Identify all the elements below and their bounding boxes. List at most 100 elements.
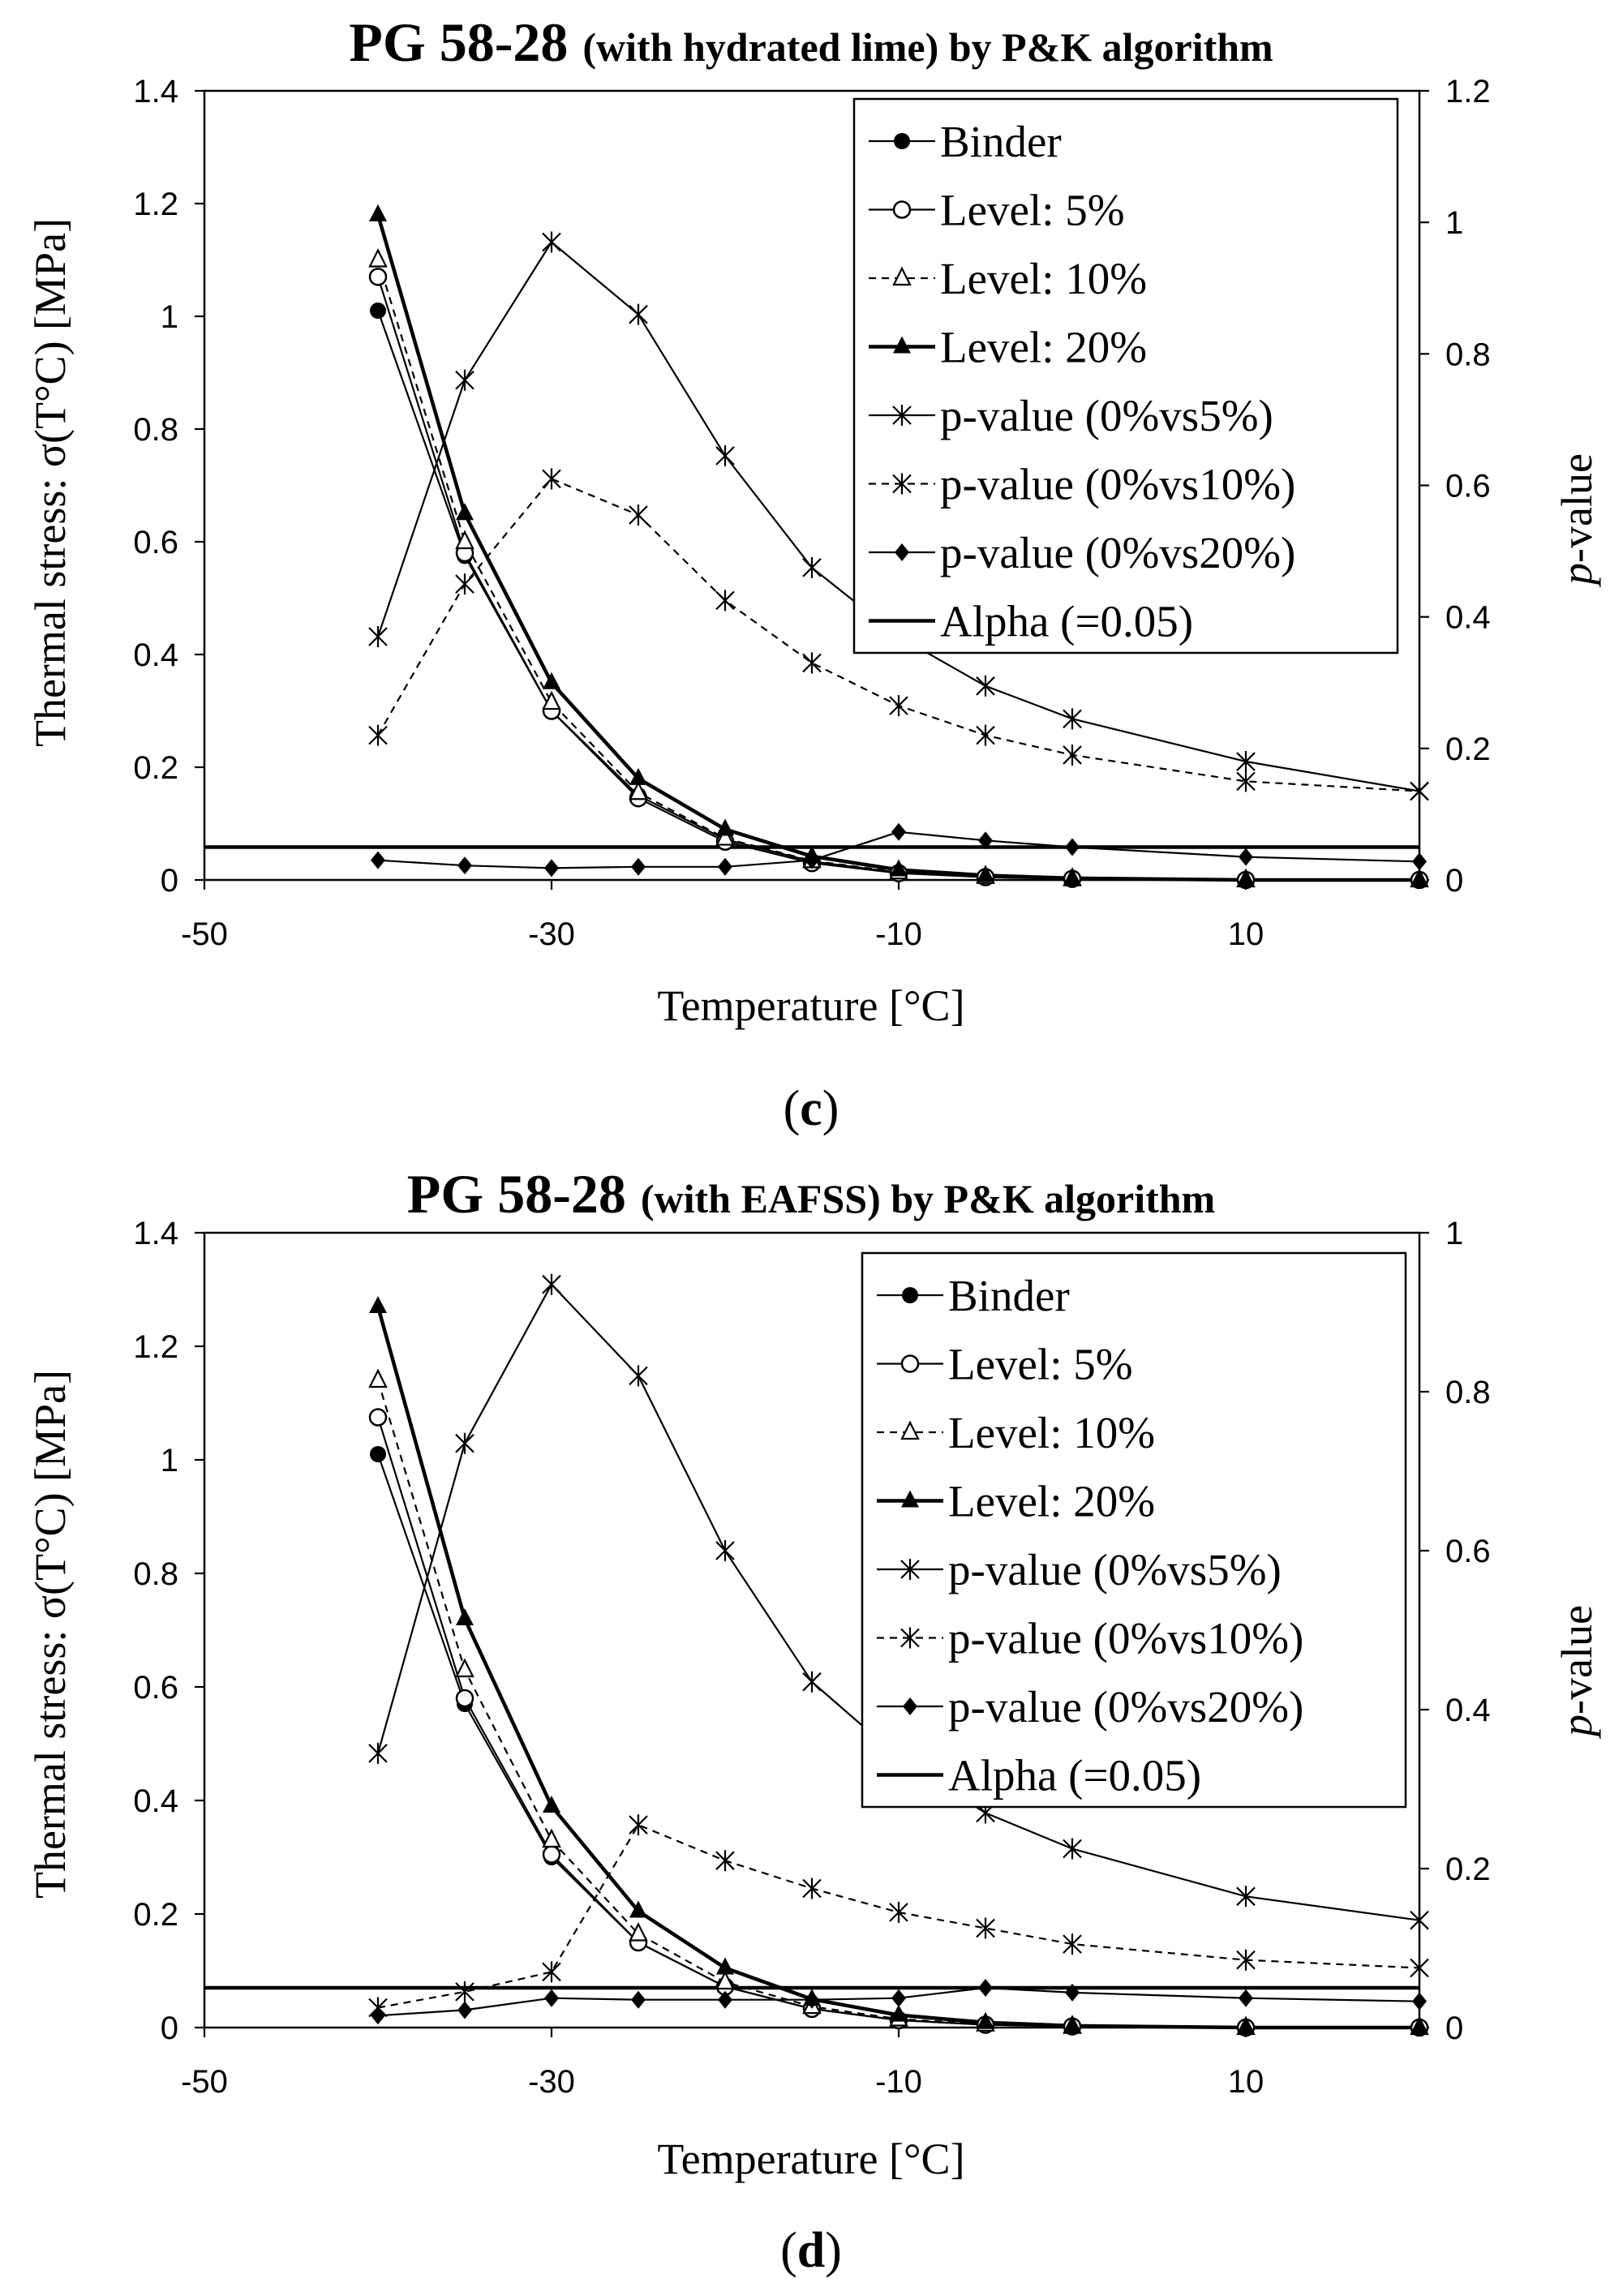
data-point-p-value-0-vs5 xyxy=(1410,1909,1429,1931)
x-tick-label: 10 xyxy=(1228,916,1264,952)
legend-label-p-value-0-vs10: p-value (0%vs10%) xyxy=(940,460,1295,509)
data-point-p-value-0-vs5 xyxy=(1063,708,1082,730)
data-point-p-value-0-vs5 xyxy=(802,556,822,578)
y2-tick-label: 0.8 xyxy=(1445,1375,1491,1410)
data-point-level-20 xyxy=(1237,2017,1255,2034)
data-point-p-value-0-vs10 xyxy=(802,652,822,674)
data-point-p-value-0-vs5 xyxy=(542,1273,561,1295)
legend-marker-level-20 xyxy=(893,336,911,354)
axes-frame xyxy=(195,89,1429,890)
chart-title-main: PG 58-28 xyxy=(407,1163,626,1225)
panel-label: (c) xyxy=(784,1081,839,1136)
legend-entries: Binder Level: 5% Level: 10% Level: 20% p-val… xyxy=(877,1271,1303,1800)
data-point-level-5 xyxy=(368,268,388,286)
y2-tick-label: 0.6 xyxy=(1445,469,1491,504)
data-point-p-value-0-vs5 xyxy=(715,1540,735,1561)
chart-title-sub: (with hydrated lime) by P&K algorithm xyxy=(582,24,1273,70)
data-point-level-20 xyxy=(456,503,474,521)
legend-label-level-5: Level: 5% xyxy=(940,186,1125,235)
data-point-p-value-0-vs5 xyxy=(629,303,648,325)
chart-title-main: PG 58-28 xyxy=(349,11,568,73)
legend-label-binder: Binder xyxy=(940,117,1062,166)
y2-axis-label-rest: -value xyxy=(1552,453,1601,563)
legend-label-alpha-0-05: Alpha (=0.05) xyxy=(940,597,1193,646)
legend-marker-p-value-0-vs20 xyxy=(895,543,909,561)
data-point-level-20 xyxy=(1063,867,1081,885)
data-point-p-value-0-vs5 xyxy=(1063,1838,1082,1860)
legend-marker-p-value-0-vs10 xyxy=(900,1627,920,1649)
data-point-p-value-0-vs20 xyxy=(891,822,906,841)
series-markers xyxy=(368,204,1429,890)
data-point-p-value-0-vs10 xyxy=(1063,744,1082,766)
data-point-p-value-0-vs10 xyxy=(455,573,474,595)
x-tick-labels: -50 -30 -10 10 xyxy=(181,2064,1264,2100)
data-point-level-5 xyxy=(368,1408,388,1427)
legend-label-p-value-0-vs5: p-value (0%vs5%) xyxy=(940,391,1273,440)
y2-tick-label: 0.6 xyxy=(1445,1534,1491,1569)
x-axis-label: Temperature [°C] xyxy=(657,2135,964,2183)
data-point-p-value-0-vs20 xyxy=(457,856,472,875)
y2-tick-label: 0.4 xyxy=(1445,1693,1491,1728)
data-point-level-10 xyxy=(629,780,648,800)
y2-tick-label: 0.8 xyxy=(1445,337,1491,372)
data-point-level-20 xyxy=(1237,869,1255,886)
legend: Binder Level: 5% Level: 10% Level: 20% p-val… xyxy=(861,1251,1407,1809)
data-point-p-value-0-vs5 xyxy=(368,1742,388,1764)
y2-tick-label: 1 xyxy=(1445,205,1463,241)
y-tick-label: 1 xyxy=(161,1443,178,1478)
data-point-level-20 xyxy=(977,2011,994,2029)
data-point-p-value-0-vs5 xyxy=(542,231,561,253)
data-point-p-value-0-vs10 xyxy=(368,724,388,746)
data-point-level-20 xyxy=(977,865,994,882)
legend-label-p-value-0-vs5: p-value (0%vs5%) xyxy=(948,1545,1282,1594)
legend-marker-level-5 xyxy=(900,1354,920,1373)
y2-tick-label: 0 xyxy=(1445,2011,1463,2046)
chart-panel-c: PG 58-28 (with hydrated lime) by P&K alg… xyxy=(26,11,1601,1136)
legend-label-alpha-0-05: Alpha (=0.05) xyxy=(948,1751,1201,1800)
data-point-p-value-0-vs20 xyxy=(371,851,385,869)
data-point-level-20 xyxy=(716,818,734,836)
y2-axis-label: p-value xyxy=(1552,1605,1601,1740)
data-point-level-20 xyxy=(1410,869,1428,886)
data-point-p-value-0-vs20 xyxy=(718,1990,732,2009)
legend-box xyxy=(852,97,1399,654)
y-tick-label: 1.4 xyxy=(133,74,178,109)
data-point-p-value-0-vs10 xyxy=(715,1850,735,1872)
data-point-p-value-0-vs5 xyxy=(1236,751,1256,773)
y2-tick-label: 0.4 xyxy=(1445,600,1491,636)
y-axis-label: Thermal stress: σ(T°C) [MPa] xyxy=(26,1370,75,1899)
data-point-p-value-0-vs20 xyxy=(544,859,559,878)
data-point-p-value-0-vs5 xyxy=(368,625,388,647)
data-point-p-value-0-vs5 xyxy=(976,675,995,697)
data-point-p-value-0-vs10 xyxy=(455,1981,474,2002)
data-point-level-10 xyxy=(715,826,735,846)
data-point-p-value-0-vs10 xyxy=(889,1901,908,1923)
legend-marker-level-10 xyxy=(900,1420,920,1440)
data-point-level-20 xyxy=(890,859,908,877)
legend-marker-p-value-0-vs10 xyxy=(892,473,912,495)
y2-axis-label: p-value xyxy=(1552,453,1601,588)
x-tick-label: -10 xyxy=(875,2064,922,2100)
panel-label: (d) xyxy=(780,2223,842,2278)
data-point-level-10 xyxy=(629,1922,648,1942)
y-tick-label: 1 xyxy=(161,299,178,335)
y2-tick-label: 1 xyxy=(1445,1216,1463,1251)
y2-axis-label-italic: p xyxy=(1552,1714,1601,1740)
legend-marker-level-20 xyxy=(901,1490,919,1508)
legend-label-p-value-0-vs20: p-value (0%vs20%) xyxy=(940,528,1295,577)
y-tick-label: 0.4 xyxy=(133,637,178,673)
data-point-p-value-0-vs20 xyxy=(1239,1989,1253,2007)
y2-axis-label-rest: -value xyxy=(1552,1605,1601,1714)
legend-label-level-5: Level: 5% xyxy=(948,1340,1133,1389)
x-tick-label: -50 xyxy=(181,916,228,952)
legend-marker-p-value-0-vs5 xyxy=(900,1559,920,1580)
data-point-p-value-0-vs20 xyxy=(631,1990,646,2009)
data-point-p-value-0-vs10 xyxy=(1410,1957,1429,1979)
y2-axis-label-italic: p xyxy=(1552,563,1601,588)
legend-entries: Binder Level: 5% Level: 10% Level: 20% p-val… xyxy=(869,117,1295,646)
data-point-level-10 xyxy=(542,1828,561,1848)
data-point-level-20 xyxy=(543,672,560,689)
y-tick-label: 1.2 xyxy=(133,187,178,222)
y-tick-label: 1.2 xyxy=(133,1329,178,1365)
data-point-p-value-0-vs10 xyxy=(542,468,561,490)
